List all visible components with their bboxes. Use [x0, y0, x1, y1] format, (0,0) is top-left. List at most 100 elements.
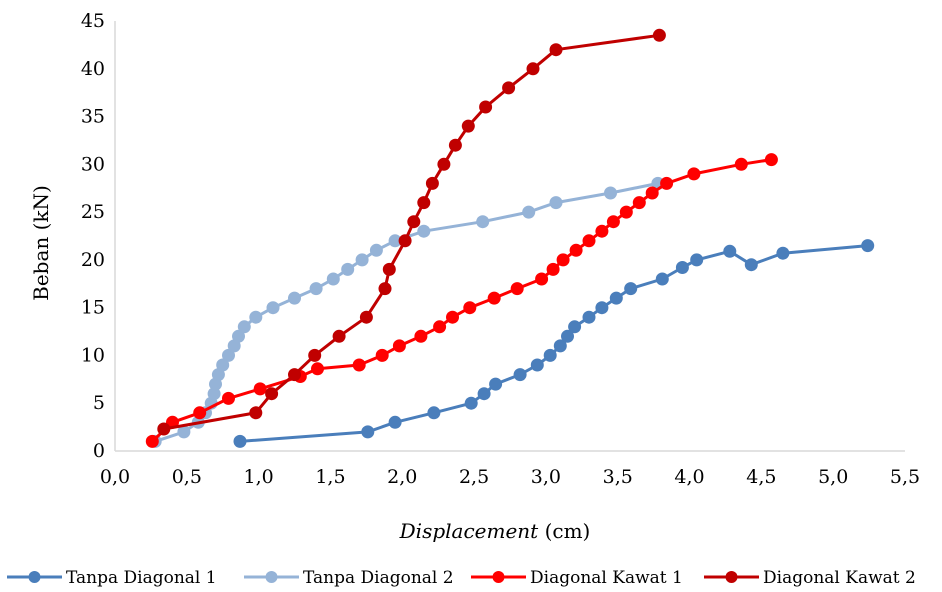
axes — [114, 21, 905, 452]
data-point — [311, 362, 324, 376]
data-point — [216, 358, 230, 372]
data-point — [309, 282, 323, 296]
data-point — [253, 382, 267, 396]
legend-label: Diagonal Kawat 1 — [530, 568, 683, 588]
data-point — [361, 425, 375, 439]
data-point — [433, 320, 447, 334]
data-point — [723, 244, 737, 258]
data-point — [392, 339, 406, 353]
legend-label: Tanpa Diagonal 1 — [66, 568, 217, 588]
data-point — [582, 234, 596, 248]
data-point — [624, 282, 638, 296]
data-point — [352, 358, 366, 372]
x-tick-label: 2,5 — [459, 466, 489, 488]
data-point — [513, 368, 527, 382]
data-point — [177, 425, 191, 439]
data-point — [193, 406, 207, 420]
series-4 — [157, 28, 666, 436]
data-point — [388, 234, 402, 248]
data-point — [464, 396, 478, 410]
x-tick-labels: 0,0 0,5 1,0 1,5 2,0 2,5 3,0 3,5 4,0 4,5 5,0 5,5 — [100, 466, 920, 488]
series-line — [162, 33, 661, 431]
data-point — [632, 196, 646, 210]
data-point — [207, 387, 221, 401]
data-point — [604, 186, 617, 200]
series-3 — [145, 153, 778, 448]
legend-label: Tanpa Diagonal 2 — [303, 568, 454, 588]
data-point — [861, 239, 875, 253]
data-point — [606, 215, 620, 229]
data-point — [652, 28, 666, 42]
data-point — [530, 358, 544, 372]
data-point — [553, 339, 567, 353]
data-point — [237, 320, 251, 334]
data-point — [425, 176, 439, 190]
data-point — [687, 167, 701, 181]
legend-marker — [265, 571, 278, 583]
legend-marker — [492, 571, 505, 583]
x-tick-label: 5,5 — [890, 466, 920, 488]
data-point — [265, 387, 279, 401]
y-tick-label: 5 — [93, 392, 105, 414]
data-point — [332, 329, 346, 343]
data-point — [660, 176, 674, 190]
y-tick-label: 15 — [81, 297, 105, 319]
data-point — [427, 406, 441, 420]
y-axis-title: Beban (kN) — [29, 185, 53, 301]
data-point — [233, 434, 247, 448]
data-point — [690, 253, 704, 267]
legend-marker — [725, 571, 738, 583]
data-point — [448, 138, 462, 152]
legend: Tanpa Diagonal 1 Tanpa Diagonal 2 Diagonal… — [7, 568, 916, 588]
data-point — [549, 196, 563, 210]
data-point — [561, 329, 574, 343]
series-1 — [233, 239, 875, 448]
data-point — [734, 157, 748, 171]
data-point — [288, 291, 301, 305]
data-point — [369, 243, 383, 257]
data-point — [487, 291, 501, 305]
data-point — [569, 243, 583, 257]
data-point — [463, 301, 477, 315]
x-tick-label: 3,5 — [603, 466, 633, 488]
data-point — [568, 320, 582, 334]
y-tick-label: 10 — [81, 344, 105, 366]
x-tick-label: 2,0 — [387, 466, 417, 488]
y-tick-label: 25 — [81, 201, 105, 223]
data-point — [655, 272, 669, 286]
data-point — [288, 368, 301, 382]
data-point — [461, 119, 475, 133]
x-tick-label: 4,0 — [674, 466, 704, 488]
x-tick-label: 1,5 — [315, 466, 345, 488]
y-tick-label: 40 — [81, 58, 105, 80]
data-point — [382, 262, 396, 276]
data-point — [526, 62, 540, 76]
data-point — [645, 186, 659, 200]
data-point — [398, 234, 412, 248]
data-point — [341, 262, 355, 276]
series-2 — [148, 176, 665, 448]
data-point — [675, 261, 689, 274]
y-tick-labels: 0 5 10 15 20 25 30 35 40 45 — [81, 10, 105, 462]
data-point — [776, 246, 790, 260]
x-tick-label: 1,0 — [244, 466, 274, 488]
data-point — [595, 301, 609, 315]
x-axis-title: Displacement (cm) — [399, 519, 591, 543]
data-point — [522, 205, 536, 219]
data-point — [232, 329, 245, 343]
x-tick-label: 4,5 — [746, 466, 776, 488]
data-point — [489, 377, 503, 391]
y-tick-label: 35 — [81, 106, 105, 128]
data-point — [502, 81, 516, 95]
data-point — [535, 272, 549, 286]
legend-item: Diagonal Kawat 1 — [471, 568, 683, 588]
data-point — [414, 329, 428, 343]
series-line — [150, 158, 773, 443]
data-point — [145, 434, 159, 448]
data-point — [359, 310, 373, 324]
data-point — [543, 348, 557, 362]
data-point — [222, 391, 235, 405]
data-point — [407, 215, 421, 229]
data-point — [308, 348, 322, 362]
